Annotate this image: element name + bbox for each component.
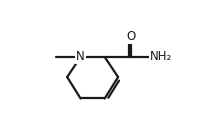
Text: N: N xyxy=(76,50,85,64)
Text: NH₂: NH₂ xyxy=(150,50,172,64)
Text: O: O xyxy=(127,30,136,43)
